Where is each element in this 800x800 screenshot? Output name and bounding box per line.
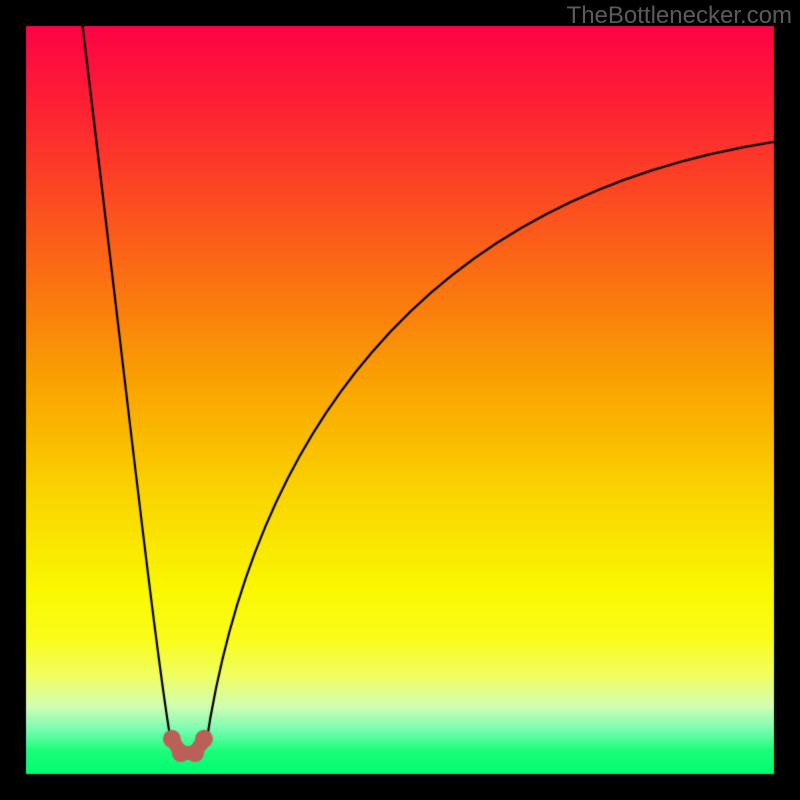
bottleneck-chart — [0, 0, 800, 800]
